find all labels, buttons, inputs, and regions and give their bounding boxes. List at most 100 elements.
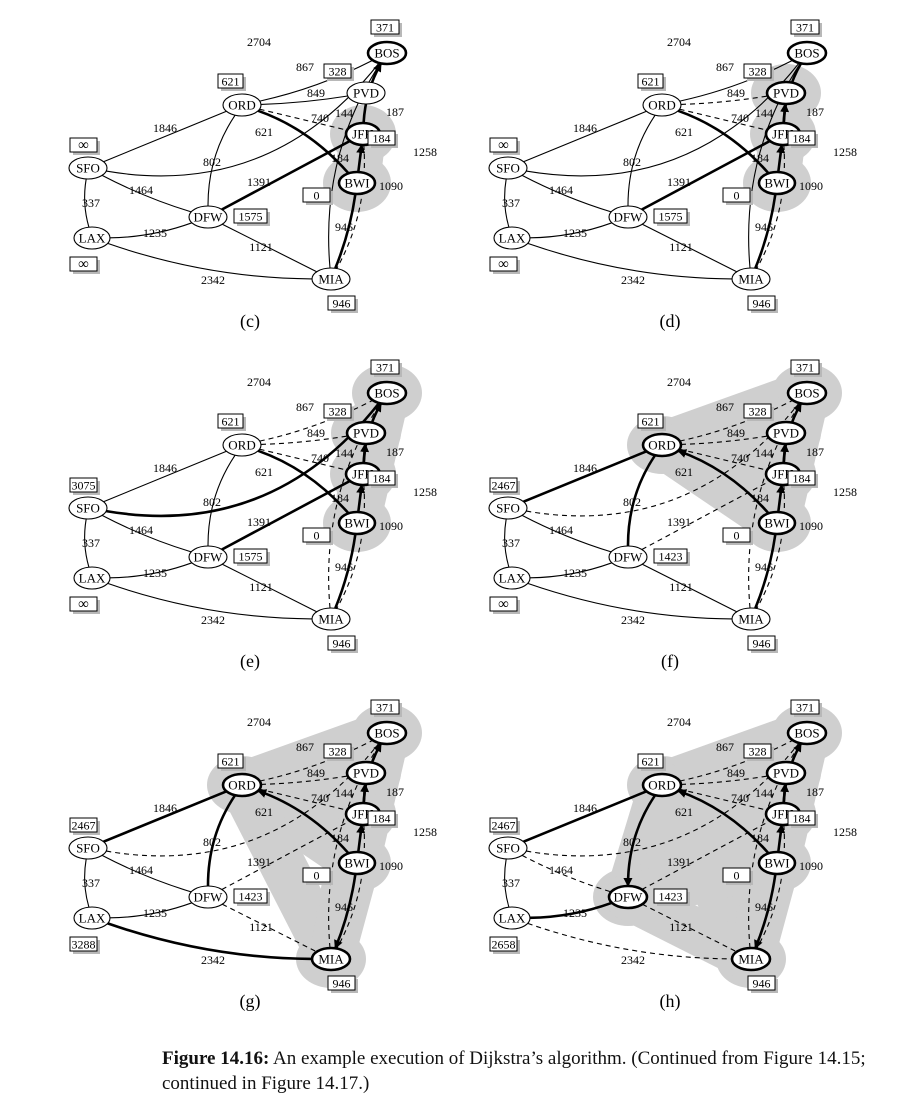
distance-value: 184 <box>793 132 811 146</box>
edge-weight-label: 1464 <box>129 863 153 877</box>
distance-value: 2467 <box>492 479 516 493</box>
edge-weight-label: 802 <box>623 835 641 849</box>
node-label: SFO <box>496 501 520 516</box>
node-bos <box>786 40 828 66</box>
edge-weight-label: 1090 <box>799 519 823 533</box>
distance-box-sfo <box>69 817 98 833</box>
edge-bwi-jfk <box>776 484 786 513</box>
node-dfw <box>188 205 228 229</box>
node-dfw <box>608 205 648 229</box>
edge-weight-label: 1090 <box>799 179 823 193</box>
edge-weight-label: 144 <box>335 106 353 120</box>
panel-0: 2704 867 849 740 621 802 1846 1464 337 1235 2342 13… <box>68 19 437 332</box>
panel-label: (e) <box>240 651 260 672</box>
node-label: LAX <box>79 911 106 926</box>
node-sfo <box>488 836 528 860</box>
edge-lax-dfw <box>529 901 613 920</box>
node-sfo <box>68 496 108 520</box>
distance-value: ∞ <box>498 597 509 613</box>
node-label: ORD <box>648 438 675 453</box>
edge-sfo-ord <box>103 790 227 843</box>
edge-weight-label: 1391 <box>667 515 691 529</box>
edge-weight-label: 1846 <box>153 801 177 815</box>
node-sfo <box>68 836 108 860</box>
edge-jfk-mia <box>336 144 365 269</box>
edge-weight-label: 1258 <box>413 145 437 159</box>
edge-mia-bos <box>748 403 801 609</box>
edge-weight-label: 849 <box>727 766 745 780</box>
edge-sfo-dfw <box>521 174 612 213</box>
distance-box-ord <box>217 73 244 89</box>
node-mia <box>731 267 771 291</box>
edge-dfw-jfk <box>641 480 771 550</box>
edge-weight-label: 849 <box>727 86 745 100</box>
edge-dfw-mia <box>222 563 317 613</box>
edge-lax-mia <box>527 242 733 280</box>
node-pvd <box>345 760 387 786</box>
node-label: MIA <box>318 272 344 287</box>
edge-weight-label: 1090 <box>379 859 403 873</box>
distance-value: 184 <box>793 812 811 826</box>
distance-box-lax <box>489 596 518 612</box>
distance-value: 621 <box>642 755 660 769</box>
distance-box-lax <box>489 256 518 272</box>
node-label: LAX <box>499 571 526 586</box>
edge-sfo-ord <box>523 450 647 503</box>
edge-weights: 2704 867 849 740 621 802 1846 1464 337 1235 2342 13… <box>82 375 437 627</box>
edge-weight-label: 1121 <box>669 580 693 594</box>
distance-value: 1575 <box>659 210 683 224</box>
node-label: DFW <box>194 890 224 905</box>
node-label: SFO <box>76 841 100 856</box>
node-lax <box>493 906 531 930</box>
node-label: SFO <box>496 161 520 176</box>
edge-bwi-jfk <box>356 144 366 173</box>
distance-value: 328 <box>329 65 347 79</box>
distance-box-ord <box>637 413 664 429</box>
distance-box-bwi <box>302 867 331 883</box>
edge-weight-label: 144 <box>335 446 353 460</box>
node-label: BOS <box>374 386 399 401</box>
node-label: BWI <box>764 856 789 871</box>
distance-box-mia <box>327 635 356 651</box>
node-label: BWI <box>764 516 789 531</box>
edges <box>84 399 383 620</box>
edge-ord-bos <box>259 739 374 782</box>
node-label: SFO <box>76 501 100 516</box>
edge-weight-label: 1235 <box>143 906 167 920</box>
edge-ord-dfw <box>207 114 236 207</box>
edge-weight-label: 1121 <box>249 240 273 254</box>
edge-lax-dfw <box>109 902 193 919</box>
panel-5: 2704 867 849 740 621 802 1846 1464 337 1235 2342 13… <box>488 699 857 1012</box>
distance-value: 946 <box>753 977 771 991</box>
node-bos <box>366 40 408 66</box>
edge-lax-dfw <box>529 222 613 239</box>
node-ord <box>221 772 263 798</box>
edge-weight-label: 802 <box>203 495 221 509</box>
node-label: PVD <box>773 766 799 781</box>
edge-weight-label: 867 <box>716 740 734 754</box>
caption-text: An example execution of Dijkstra’s algor… <box>162 1048 866 1094</box>
edge-sfo-ord <box>523 790 647 843</box>
node-label: SFO <box>496 841 520 856</box>
cloud-region <box>207 704 422 988</box>
distance-box-sfo <box>489 477 518 493</box>
node-ord <box>222 433 262 457</box>
distance-labels: 371 328 621 184 3075 0 1575 ∞ 946 <box>69 359 402 653</box>
edge-lax-mia <box>107 582 313 620</box>
edge-bwi-mia <box>334 533 357 609</box>
node-label: LAX <box>499 911 526 926</box>
edge-weight-label: 867 <box>296 740 314 754</box>
edge-weight-label: 2704 <box>247 715 271 729</box>
edge-bwi-mia <box>754 533 777 609</box>
node-label: BWI <box>344 516 369 531</box>
panel-1: 2704 867 849 740 621 802 1846 1464 337 1235 2342 13… <box>488 19 857 332</box>
node-bwi <box>337 510 377 536</box>
edge-weight-label: 740 <box>731 451 749 465</box>
edge-bwi-jfk <box>776 824 786 853</box>
edge-weight-label: 1090 <box>379 179 403 193</box>
distance-box-mia <box>327 975 356 991</box>
edge-ord-bos <box>679 739 794 782</box>
distance-value: 1575 <box>239 210 263 224</box>
distance-box-sfo <box>489 817 518 833</box>
node-ord <box>641 432 683 458</box>
